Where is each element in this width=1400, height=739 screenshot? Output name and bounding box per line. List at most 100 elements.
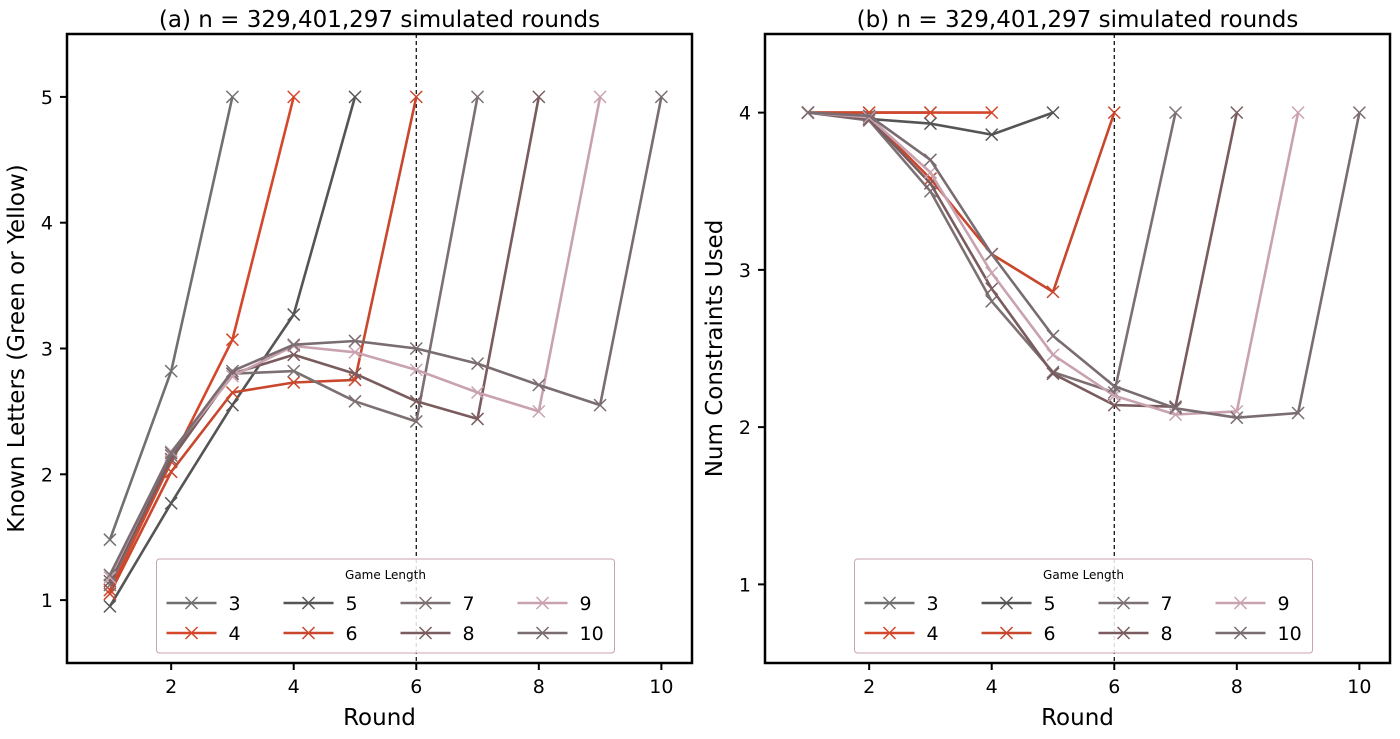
legend-entry-8: 8 xyxy=(1098,623,1173,645)
legend-entry-4: 4 xyxy=(864,623,939,645)
legend-entry-7: 7 xyxy=(1098,593,1173,615)
series-line xyxy=(108,96,295,591)
data-point xyxy=(654,90,668,104)
data-point xyxy=(409,414,423,428)
y-tick-label: 4 xyxy=(41,213,53,235)
data-point xyxy=(1230,404,1244,418)
legend-marker xyxy=(1116,596,1131,610)
data-point xyxy=(985,106,999,120)
series-5 xyxy=(103,90,362,613)
data-point xyxy=(471,357,485,371)
legend-marker xyxy=(999,626,1014,640)
data-point xyxy=(103,574,117,588)
legend-frame xyxy=(854,558,1313,654)
data-point xyxy=(164,496,178,510)
y-axis-label: Num Constraints Used xyxy=(702,220,728,478)
data-point xyxy=(1046,106,1060,120)
series-line xyxy=(108,96,602,579)
data-point xyxy=(287,338,301,352)
data-point xyxy=(348,394,362,408)
x-tick-label: 4 xyxy=(288,676,300,698)
legend-marker xyxy=(418,626,433,640)
data-point xyxy=(164,364,178,378)
legend-label: 4 xyxy=(927,623,939,645)
plot-frame xyxy=(763,32,1392,665)
data-point xyxy=(225,398,239,412)
data-point xyxy=(593,398,607,412)
legend: Game Length 3 4 5 6 7 8 9 10 xyxy=(854,558,1313,654)
x-tick-label: 6 xyxy=(1108,676,1120,698)
x-tick-label: 4 xyxy=(986,676,998,698)
legend-entry-4: 4 xyxy=(166,623,241,645)
data-point xyxy=(471,385,485,400)
series-line xyxy=(108,96,357,608)
series-line xyxy=(108,96,418,595)
data-point xyxy=(225,369,239,383)
data-point xyxy=(471,412,485,426)
data-point xyxy=(923,172,937,186)
legend-marker xyxy=(184,596,199,610)
legend-marker xyxy=(184,626,199,640)
data-point xyxy=(409,394,423,408)
legend-marker xyxy=(301,596,316,610)
legend-entry-6: 6 xyxy=(283,623,358,645)
y-tick-label: 5 xyxy=(41,87,53,109)
data-point xyxy=(985,266,999,280)
data-point xyxy=(103,570,117,584)
series-8 xyxy=(801,106,1244,414)
series-line xyxy=(807,111,1300,416)
data-point xyxy=(1107,106,1121,120)
legend-label: 4 xyxy=(229,623,241,645)
data-point xyxy=(103,568,117,582)
legend-marker xyxy=(301,626,316,640)
data-point xyxy=(164,446,178,460)
legend-label: 7 xyxy=(463,593,475,615)
data-point xyxy=(225,364,239,378)
legend-entry-7: 7 xyxy=(400,593,475,615)
legend-entry-10: 10 xyxy=(1215,623,1302,645)
legend-marker xyxy=(1233,626,1248,640)
data-point xyxy=(1291,106,1305,120)
x-tick-label: 10 xyxy=(1347,676,1371,698)
data-point xyxy=(287,308,301,322)
data-point xyxy=(923,106,937,120)
data-point xyxy=(532,90,546,104)
data-point xyxy=(1046,348,1060,362)
data-point xyxy=(1230,411,1244,425)
legend-entry-8: 8 xyxy=(400,623,475,645)
legend-marker xyxy=(1233,596,1248,610)
data-point xyxy=(287,90,301,104)
data-point xyxy=(862,109,876,123)
legend-label: 10 xyxy=(580,623,604,645)
data-point xyxy=(985,128,999,142)
series-line xyxy=(807,111,1361,420)
legend-marker xyxy=(1116,626,1131,640)
legend-entry-5: 5 xyxy=(981,593,1056,615)
series-7 xyxy=(103,90,485,592)
data-point xyxy=(409,363,423,377)
y-tick-label: 1 xyxy=(41,590,53,612)
legend-label: 6 xyxy=(346,623,358,645)
y-tick-label: 2 xyxy=(739,417,751,439)
series-6 xyxy=(103,90,423,601)
legend-marker xyxy=(999,596,1014,610)
data-point xyxy=(923,117,937,131)
x-tick-label: 6 xyxy=(410,676,422,698)
data-point xyxy=(1352,106,1366,120)
x-tick-label: 2 xyxy=(165,676,177,698)
x-tick-label: 8 xyxy=(533,676,545,698)
data-point xyxy=(471,90,485,104)
series-10 xyxy=(801,106,1366,425)
panel-a: (a) n = 329,401,297 simulated rounds Roun… xyxy=(4,7,694,731)
x-axis-label: Round xyxy=(343,705,416,731)
legend-title: Game Length xyxy=(345,568,426,582)
legend-label: 3 xyxy=(229,593,241,615)
legend-label: 9 xyxy=(1278,593,1290,615)
series-line xyxy=(807,111,1239,409)
data-point xyxy=(1169,401,1183,415)
legend-label: 8 xyxy=(463,623,475,645)
panel-title: (b) n = 329,401,297 simulated rounds xyxy=(857,7,1299,33)
data-point xyxy=(348,334,362,348)
data-point xyxy=(225,90,239,104)
data-point xyxy=(348,367,362,381)
